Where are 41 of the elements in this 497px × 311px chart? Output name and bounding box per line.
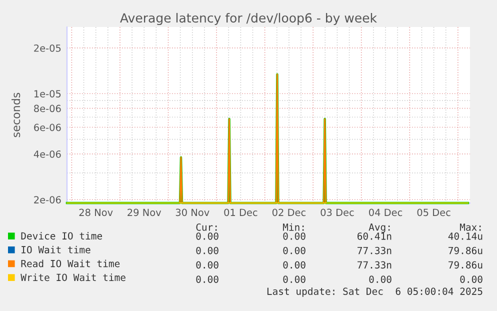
x-tick-label: 04 Dec (369, 208, 402, 216)
text: 77.33n (358, 261, 392, 269)
text: 0.00 (196, 246, 218, 254)
y-tick-label: 6e-06 (34, 124, 61, 132)
text: 0.00 (283, 261, 306, 269)
x-tick-label: 03 Dec (320, 208, 354, 216)
text: 0.00 (283, 232, 306, 240)
text: 0.00 (460, 276, 482, 283)
y-tick-label: 2e-06 (34, 196, 61, 204)
y-tick-label: 1e-05 (34, 90, 61, 98)
text: 0.00 (196, 232, 218, 240)
text: 77.33n (358, 246, 392, 254)
text: Max: (460, 224, 481, 231)
legend-label: Read IO Wait time (21, 260, 120, 268)
x-tick-label: 02 Dec (272, 208, 306, 216)
x-tick-label: 28 Nov (79, 208, 113, 216)
text: Cur: (196, 223, 217, 231)
legend-label: Write IO Wait time (20, 274, 126, 282)
text: 0.00 (196, 276, 218, 283)
text: 0.00 (196, 261, 218, 269)
x-tick-label: 01 Dec (224, 208, 258, 216)
legend-label: IO Wait time (22, 246, 90, 254)
text: Min: (282, 223, 304, 231)
text: 60.41n (358, 232, 392, 240)
text: 79.86u (448, 261, 482, 269)
text: 0.00 (369, 276, 392, 283)
x-tick-label: 30 Nov (176, 208, 210, 216)
legend-label: Device IO time (21, 232, 102, 240)
chart-title: Average latency for /dev/loop6 - by week (120, 12, 377, 26)
y-tick-label: 8e-06 (34, 104, 61, 112)
text: 0.00 (283, 246, 306, 254)
x-tick-label: 05 Dec (417, 208, 450, 216)
y-tick-label: 4e-06 (34, 150, 61, 158)
text: 0.00 (283, 276, 306, 283)
x-tick-label: 29 Nov (128, 208, 162, 216)
text: 79.86u (448, 246, 482, 254)
text: 40.14u (448, 232, 482, 240)
y-axis-title: seconds (12, 92, 20, 138)
y-tick-label: 2e-05 (34, 44, 61, 52)
text: Last update: Sat Dec 6 05:00:04 2025 (267, 287, 482, 297)
text: Avg: (368, 224, 390, 233)
